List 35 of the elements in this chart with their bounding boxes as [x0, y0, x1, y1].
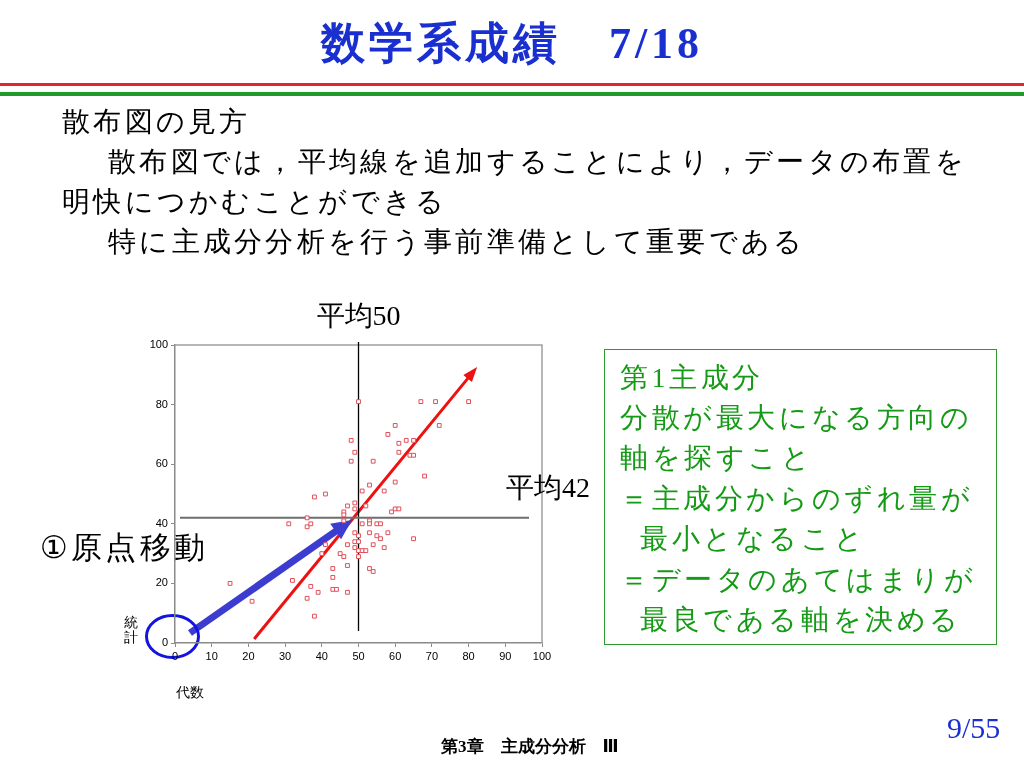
y-tick-label: 80	[155, 397, 168, 410]
y-tick-label: 60	[155, 457, 168, 470]
x-tick-label: 70	[425, 649, 439, 662]
text: 分散が最大になる方向の	[620, 401, 973, 434]
x-tick-label: 90	[499, 649, 512, 662]
chart-title: 数学系成績 7/18	[320, 17, 704, 68]
text: 軸を探すこと	[620, 441, 814, 474]
annotation: ①原点移動	[40, 529, 209, 565]
x-tick-label: 50	[352, 649, 365, 662]
x-tick-label: 80	[462, 649, 475, 662]
x-tick-label: 60	[389, 649, 402, 662]
text: 第1主成分	[620, 361, 765, 394]
y-axis-title: 統計	[124, 614, 138, 645]
text: 明快につかむことができる	[62, 185, 448, 218]
x-tick-label: 30	[278, 649, 292, 662]
y-tick-label: 20	[155, 576, 168, 589]
x-tick-label: 100	[532, 649, 552, 662]
text: 9/55	[947, 710, 1001, 744]
y-tick-label: 0	[161, 636, 168, 649]
text: ＝主成分からのずれ量が	[620, 482, 974, 515]
text: 最小となること	[640, 522, 867, 555]
text: 散布図では，平均線を追加することにより，データの布置を	[108, 145, 968, 178]
ref-line-label: 平均42	[506, 472, 590, 504]
y-tick-label: 40	[155, 516, 168, 529]
x-tick-label: 40	[315, 649, 328, 662]
text: 特に主成分分析を行う事前準備として重要である	[108, 225, 806, 258]
text: 第3章 主成分分析 Ⅲ	[441, 736, 619, 756]
text: 散布図の見方	[62, 105, 251, 138]
ref-line-label: 平均50	[316, 300, 401, 332]
x-axis-title: 代数	[176, 684, 204, 700]
text: ＝データのあてはまりが	[620, 563, 977, 596]
y-tick-label: 100	[149, 338, 168, 351]
text: 最良である軸を決める	[640, 603, 962, 636]
x-tick-label: 20	[242, 649, 255, 662]
x-tick-label: 10	[205, 649, 218, 662]
